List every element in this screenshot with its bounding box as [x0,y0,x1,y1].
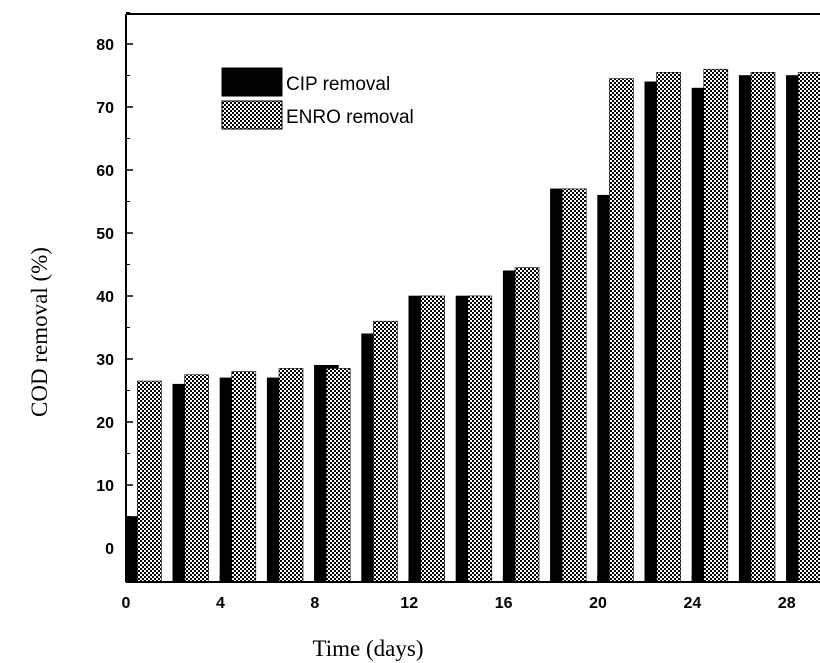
y-tick-label-50: 50 [96,226,114,243]
x-tick-label-16: 16 [495,595,513,612]
bar-enro-10 [609,78,634,583]
x-tick-label-12: 12 [400,595,418,612]
bar-enro-9 [561,188,587,583]
y-tick-label-30: 30 [96,352,114,369]
legend-label-cip: CIP removal [286,74,390,95]
y-tick-label-0: 0 [105,541,114,558]
x-tick-label-0: 0 [122,595,131,612]
bar-enro-11 [656,72,681,583]
bar-enro-6 [420,295,445,583]
axes-layer: 0 10 20 30 40 50 60 70 80 0 4 8 12 16 20 24 28 [96,12,820,612]
x-axis-title: Time (days) [313,636,424,661]
bar-enro-13 [750,72,776,583]
y-tick-label-60: 60 [96,163,114,180]
legend-swatch-cip [221,67,283,97]
y-tick-label-70: 70 [96,100,114,117]
y-tick-label-80: 80 [96,37,114,54]
bar-enro-1 [184,374,209,583]
bar-enro-3 [278,368,304,583]
x-tick-label-20: 20 [589,595,607,612]
legend: CIP removal ENRO removal [221,67,414,130]
x-tick-label-4: 4 [216,595,225,612]
bar-enro-12 [703,68,729,583]
x-tick-label-28: 28 [778,595,796,612]
legend-swatch-enro [221,100,283,130]
bar-enro-2 [231,371,257,583]
bar-enro-4 [325,368,351,583]
y-tick-label-10: 10 [96,478,114,495]
bar-enro-0 [137,380,162,583]
bar-enro-8 [514,267,540,583]
x-tick-label-24: 24 [684,595,702,612]
y-tick-label-40: 40 [96,289,114,306]
legend-label-enro: ENRO removal [286,107,414,128]
bars-layer [125,68,820,583]
bar-enro-7 [467,295,493,583]
bar-enro-5 [373,320,398,583]
y-axis-title: COD removal (%) [27,247,52,417]
bar-enro-14 [797,72,820,583]
y-tick-label-20: 20 [96,415,114,432]
x-tick-label-8: 8 [310,595,319,612]
